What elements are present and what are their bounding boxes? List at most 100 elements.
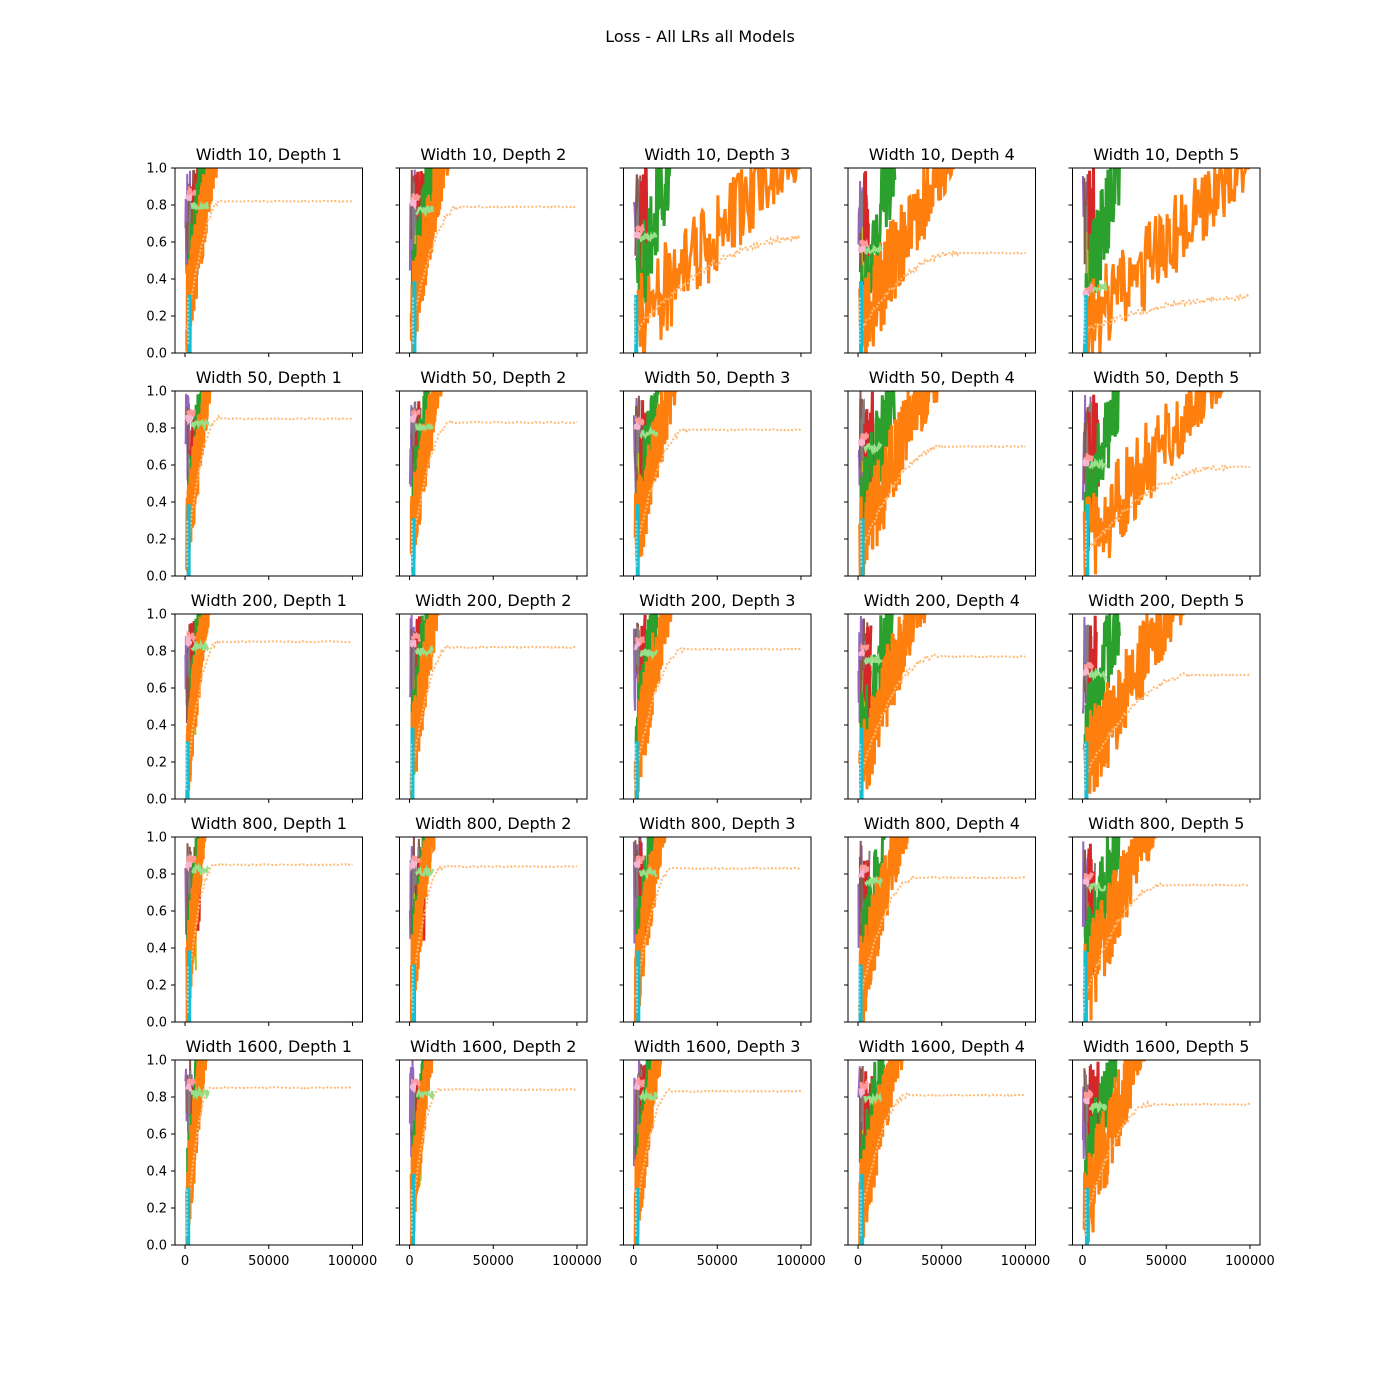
series-line-orange — [633, 614, 673, 799]
subplot-panel: Width 200, Depth 4 — [844, 591, 1036, 803]
plot-area — [1081, 1060, 1251, 1245]
plot-area — [408, 391, 578, 576]
series-line-orange — [185, 391, 212, 575]
y-tick-label: 1.0 — [146, 162, 167, 177]
subplot-title: Width 200, Depth 4 — [864, 591, 1020, 610]
plot-area — [1081, 168, 1251, 353]
plot-area — [408, 837, 578, 1022]
series-line-smoothed-1 — [859, 1078, 870, 1093]
plot-area — [1081, 391, 1251, 576]
subplot-panel: Width 1600, Depth 2 0 50000 100000 — [395, 1037, 602, 1269]
series-line-light-orange — [1083, 1099, 1251, 1222]
series-line-smoothed-1 — [634, 414, 645, 426]
series-line-smoothed-1 — [635, 223, 645, 238]
subplot-panel: Width 10, Depth 5 — [1068, 145, 1261, 357]
series-line-smoothed-1 — [634, 855, 645, 865]
series-line-smoothed-2 — [1082, 876, 1090, 888]
series-line-smoothed-2 — [185, 861, 193, 873]
plot-area — [408, 1060, 578, 1245]
series-line-orange — [409, 837, 436, 1022]
series-line-smoothed-2 — [858, 245, 866, 253]
y-tick-label: 1.0 — [146, 385, 167, 400]
series-line-orange — [633, 1060, 662, 1245]
x-tick-label: 100000 — [1225, 1254, 1275, 1269]
plot-area — [408, 614, 577, 799]
series-line-light-orange — [185, 199, 353, 331]
y-tick-label: 0.4 — [146, 1165, 167, 1180]
series-line-smoothed-0 — [863, 652, 883, 667]
subplot-title: Width 50, Depth 1 — [196, 368, 342, 387]
series-line-smoothed-0 — [191, 862, 210, 876]
subplot-panel: Width 800, Depth 4 — [844, 814, 1036, 1026]
x-tick-label: 50000 — [697, 1254, 738, 1269]
y-tick-label: 0.2 — [146, 533, 167, 548]
series-line-smoothed-2 — [633, 422, 641, 431]
x-tick-label: 0 — [1078, 1254, 1086, 1269]
y-tick-label: 0.6 — [146, 236, 167, 251]
series-line-smoothed-2 — [633, 231, 641, 240]
y-tick-label: 0.2 — [146, 1202, 167, 1217]
subplot-title: Width 1600, Depth 1 — [186, 1037, 352, 1056]
subplot-panel: Width 10, Depth 3 — [619, 145, 812, 357]
series-line-smoothed-2 — [1082, 667, 1090, 677]
subplot-title: Width 1600, Depth 4 — [859, 1037, 1025, 1056]
plot-area — [184, 837, 353, 1022]
plot-area — [184, 614, 353, 799]
series-line-smoothed-2 — [1082, 457, 1090, 467]
series-line-light-orange — [1083, 672, 1251, 779]
subplot-title: Width 800, Depth 4 — [864, 814, 1020, 833]
series-line-orange — [858, 837, 909, 1022]
subplot-title: Width 800, Depth 2 — [415, 814, 571, 833]
series-line-light-orange — [859, 443, 1026, 554]
series-line-light-orange — [410, 203, 578, 330]
series-line-smoothed-1 — [186, 853, 197, 866]
series-line-smoothed-2 — [633, 639, 641, 651]
subplot-panel: Width 800, Depth 3 — [619, 814, 812, 1026]
plot-area — [857, 168, 1026, 353]
subplot-panel: Width 200, Depth 2 — [395, 591, 588, 803]
x-tick-label: 100000 — [328, 1254, 378, 1269]
series-line-smoothed-1 — [859, 431, 870, 443]
plot-area — [1081, 614, 1251, 799]
subplot-title: Width 50, Depth 3 — [644, 368, 790, 387]
series-line-smoothed-2 — [409, 859, 417, 872]
series-line-orange — [409, 614, 440, 799]
y-tick-label: 0.0 — [146, 1239, 167, 1254]
subplot-panel: Width 1600, Depth 4 0 50000 100000 — [844, 1037, 1050, 1269]
y-tick-label: 0.6 — [146, 682, 167, 697]
y-tick-label: 0.4 — [146, 273, 167, 288]
series-line-smoothed-0 — [863, 1091, 883, 1107]
x-tick-label: 100000 — [552, 1254, 602, 1269]
series-line-smoothed-0 — [1088, 880, 1107, 894]
y-tick-label: 0.4 — [146, 719, 167, 734]
series-line-early — [634, 622, 642, 720]
series-line-light-orange — [859, 653, 1026, 776]
subplot-panel: Width 50, Depth 5 — [1068, 368, 1261, 580]
series-line-green — [1083, 391, 1120, 559]
plot-area — [408, 168, 578, 353]
series-line-smoothed-0 — [414, 644, 435, 658]
y-tick-label: 0.0 — [146, 1016, 167, 1031]
y-tick-label: 0.0 — [146, 347, 167, 362]
subplot-panel: Width 1600, Depth 3 0 50000 100000 — [619, 1037, 826, 1269]
series-line-smoothed-2 — [633, 857, 641, 869]
series-line-orange — [858, 1060, 904, 1245]
series-line-smoothed-0 — [638, 230, 658, 243]
y-tick-label: 1.0 — [146, 831, 167, 846]
series-line-smoothed-1 — [186, 185, 197, 197]
subplot-panel: Width 200, Depth 3 — [619, 591, 812, 803]
subplot-title: Width 1600, Depth 3 — [634, 1037, 800, 1056]
subplot-panel: Width 50, Depth 4 — [844, 368, 1036, 580]
series-line-smoothed-2 — [858, 1088, 866, 1099]
subplot-title: Width 10, Depth 3 — [644, 145, 790, 164]
series-line-smoothed-0 — [190, 200, 210, 211]
series-line-orange — [633, 168, 801, 353]
series-line-light-orange — [634, 232, 802, 334]
series-line-light-orange — [410, 1086, 578, 1226]
series-line-smoothed-0 — [415, 1087, 435, 1100]
series-line-orange — [858, 614, 927, 799]
series-line-orange — [1082, 391, 1224, 576]
x-tick-label: 100000 — [1001, 1254, 1051, 1269]
subplot-title: Width 200, Depth 1 — [191, 591, 347, 610]
